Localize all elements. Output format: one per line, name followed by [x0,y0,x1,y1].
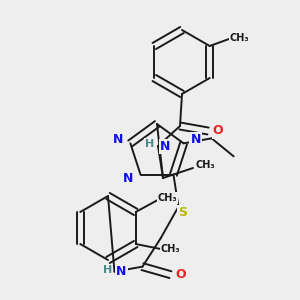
Text: N: N [113,133,124,146]
Text: N: N [190,133,201,146]
Text: N: N [116,265,127,278]
Text: CH₃: CH₃ [161,244,181,254]
Text: H: H [146,139,154,149]
Text: O: O [175,268,186,281]
Text: H: H [103,265,112,275]
Text: N: N [123,172,134,185]
Text: S: S [178,206,187,219]
Text: CH₃: CH₃ [230,33,250,43]
Text: CH₃: CH₃ [158,193,178,203]
Text: CH₃: CH₃ [195,160,215,170]
Text: O: O [213,124,223,137]
Text: N: N [160,140,170,152]
